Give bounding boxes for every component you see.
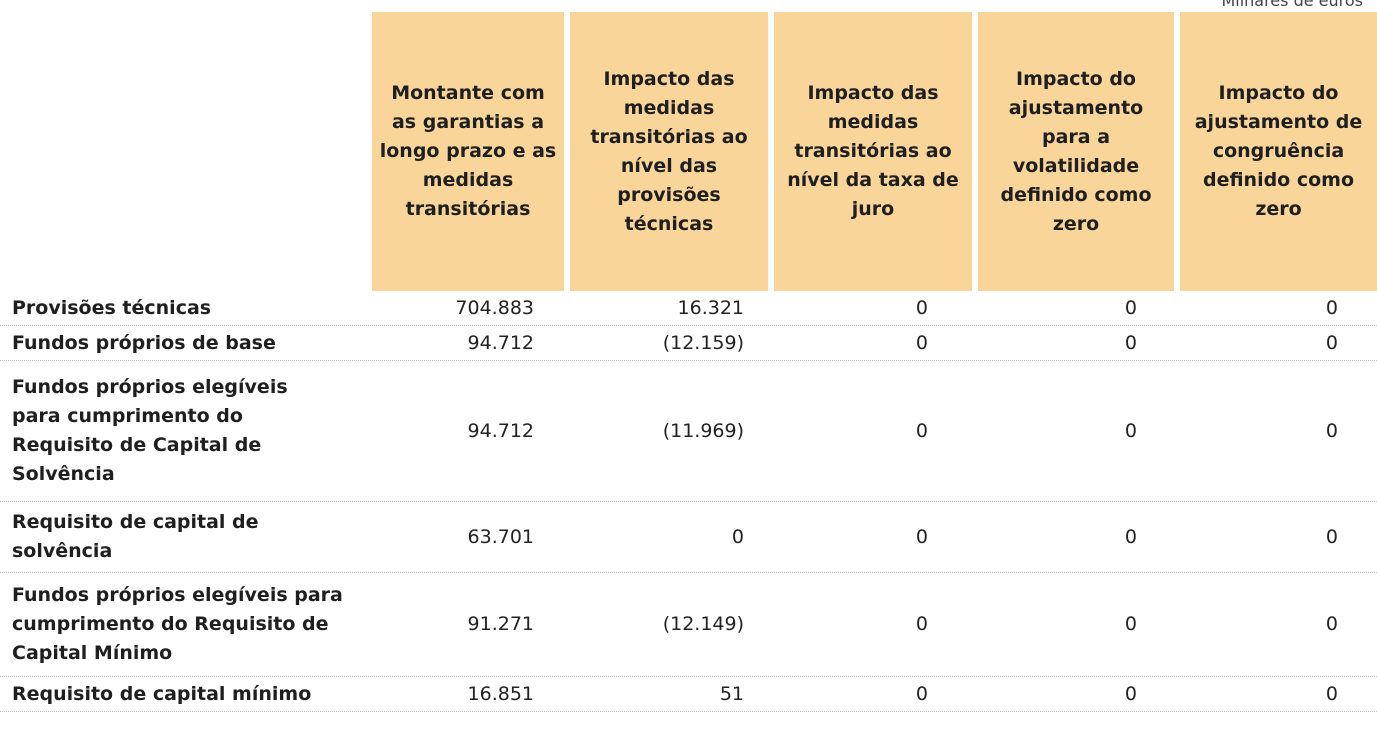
cell-value: 16.321 (677, 296, 744, 319)
column-header-montante: Montante com as garantias a longo prazo … (372, 12, 564, 291)
table-row: Requisito de capital mínimo 16.851 51 0 … (0, 677, 1377, 712)
cell-value: 91.271 (467, 613, 534, 635)
cell-value: 0 (1124, 613, 1137, 635)
cell-value: (12.149) (662, 613, 744, 635)
cell-value: 0 (1325, 419, 1338, 442)
cell-value: 16.851 (467, 682, 534, 705)
table-row: Provisões técnicas 704.883 16.321 0 0 0 (0, 291, 1377, 326)
unit-note: Milhares de euros (1221, 0, 1363, 10)
cell-value: 94.712 (467, 331, 534, 354)
column-header-congruencia: Impacto do ajustamento de congruência de… (1180, 12, 1377, 291)
cell-value: 0 (915, 296, 928, 319)
row-label: Fundos próprios de base (12, 331, 276, 354)
row-label: Fundos próprios elegíveis para cumprimen… (12, 376, 288, 485)
cell-value: 0 (915, 525, 928, 548)
cell-value: 0 (915, 613, 928, 635)
cell-value: 0 (915, 419, 928, 442)
header-row: Montante com as garantias a longo prazo … (0, 12, 1377, 291)
row-label: Requisito de capital mínimo (12, 682, 312, 705)
cell-value: (12.159) (662, 331, 744, 354)
header-spacer (0, 12, 372, 291)
cell-value: 0 (915, 682, 928, 705)
column-header-taxa-juro: Impacto das medidas transitórias ao níve… (774, 12, 972, 291)
cell-value: 0 (1325, 331, 1338, 354)
cell-value: 0 (1325, 682, 1338, 705)
cell-value: 0 (1325, 296, 1338, 319)
cell-value: 0 (1124, 331, 1137, 354)
cell-value: 0 (1124, 419, 1137, 442)
column-header-volatilidade: Impacto do ajustamento para a volatilida… (978, 12, 1174, 291)
table-row: Fundos próprios elegíveis para cumprimen… (0, 361, 1377, 502)
solvency-table: Montante com as garantias a longo prazo … (0, 12, 1377, 712)
cell-value: 0 (731, 525, 744, 548)
row-label: Provisões técnicas (12, 296, 212, 319)
cell-value: 0 (1325, 525, 1338, 548)
cell-value: (11.969) (662, 419, 744, 442)
table-row: Fundos próprios de base 94.712 (12.159) … (0, 326, 1377, 361)
cell-value: 51 (719, 682, 744, 705)
cell-value: 94.712 (467, 419, 534, 442)
cell-value: 704.883 (455, 296, 534, 319)
table-row: Fundos próprios elegíveis para cumprimen… (0, 573, 1377, 677)
row-label: Requisito de capital de solvência (12, 511, 259, 562)
cell-value: 0 (915, 331, 928, 354)
cell-value: 0 (1124, 682, 1137, 705)
row-label: Fundos próprios elegíveis para cumprimen… (12, 584, 343, 664)
table-row: Requisito de capital de solvência 63.701… (0, 502, 1377, 573)
cell-value: 0 (1124, 296, 1137, 319)
cell-value: 0 (1124, 525, 1137, 548)
cell-value: 63.701 (467, 525, 534, 548)
cell-value: 0 (1325, 613, 1338, 635)
column-header-provisoes: Impacto das medidas transitórias ao níve… (570, 12, 768, 291)
